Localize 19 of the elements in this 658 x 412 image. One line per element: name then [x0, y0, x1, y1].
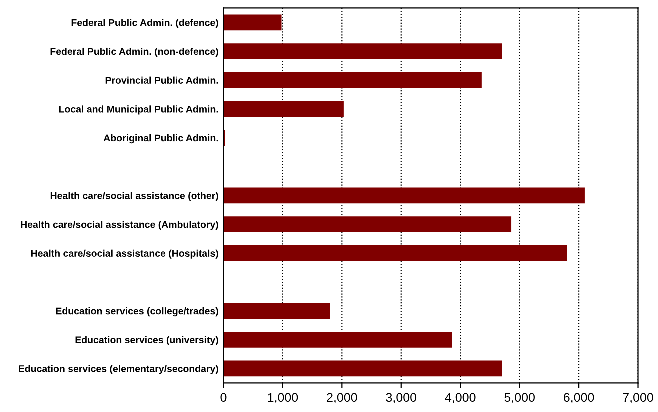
y-tick-label: Education services (college/trades) — [56, 308, 218, 317]
y-tick-label: Health care/social assistance (Hospitals) — [31, 250, 218, 259]
y-tick-label: Education services (elementary/secondary) — [19, 365, 218, 374]
x-tick-label: 3,000 — [386, 393, 417, 404]
y-tick-label: Health care/social assistance (other) — [50, 192, 218, 202]
x-tick-label: 7,000 — [623, 393, 654, 404]
y-tick-label: Local and Municipal Public Admin. — [59, 106, 218, 115]
x-tick-label: 4,000 — [445, 393, 476, 404]
y-tick-label: Education services (university) — [76, 336, 218, 346]
x-tick-label: 1,000 — [268, 393, 298, 404]
y-tick-label: Provincial Public Admin. — [106, 76, 218, 84]
y-tick-label: Health care/social assistance (Ambulatory) — [21, 221, 218, 230]
y-tick-label: Federal Public Admin. (defence) — [72, 19, 218, 28]
x-tick-label: 5,000 — [504, 393, 535, 404]
x-tick-label: 6,000 — [564, 393, 594, 404]
y-tick-label: Aboriginal Public Admin. — [104, 134, 218, 144]
y-tick-label: Federal Public Admin. (non-defence) — [50, 48, 218, 58]
x-tick-label: 0 — [220, 393, 227, 402]
x-tick-label: 2,000 — [327, 393, 358, 404]
